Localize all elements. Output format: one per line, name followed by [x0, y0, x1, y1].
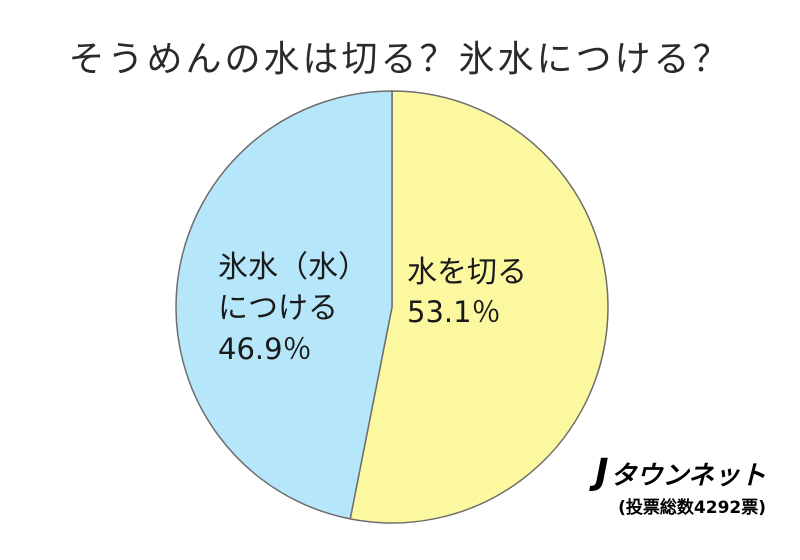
- pie-labels: 水を切る 53.1％ 氷水（水） につける 46.9％: [218, 250, 527, 366]
- pie-slice-2: [175, 90, 393, 520]
- slice-value-2: 46.9％: [218, 332, 312, 366]
- logo-initial: J: [595, 452, 609, 493]
- vote-count-note: (投票総数4292票): [618, 498, 766, 518]
- slice-label-2-line-2: につける: [218, 291, 338, 326]
- j-townnet-logo: Jタウンネット: [586, 455, 766, 492]
- chart-title: そうめんの水は切る？氷水につける？: [68, 39, 732, 80]
- brand-block: Jタウンネット (投票総数4292票): [586, 455, 766, 519]
- slice-value-1: 53.1％: [407, 295, 501, 329]
- pie-slice-1: [349, 90, 609, 524]
- pie-slices: [175, 90, 609, 524]
- slice-label-2-line-1: 氷水（水）: [218, 250, 368, 285]
- logo-text: タウンネット: [610, 461, 766, 491]
- slice-label-1-line-1: 水を切る: [407, 255, 527, 290]
